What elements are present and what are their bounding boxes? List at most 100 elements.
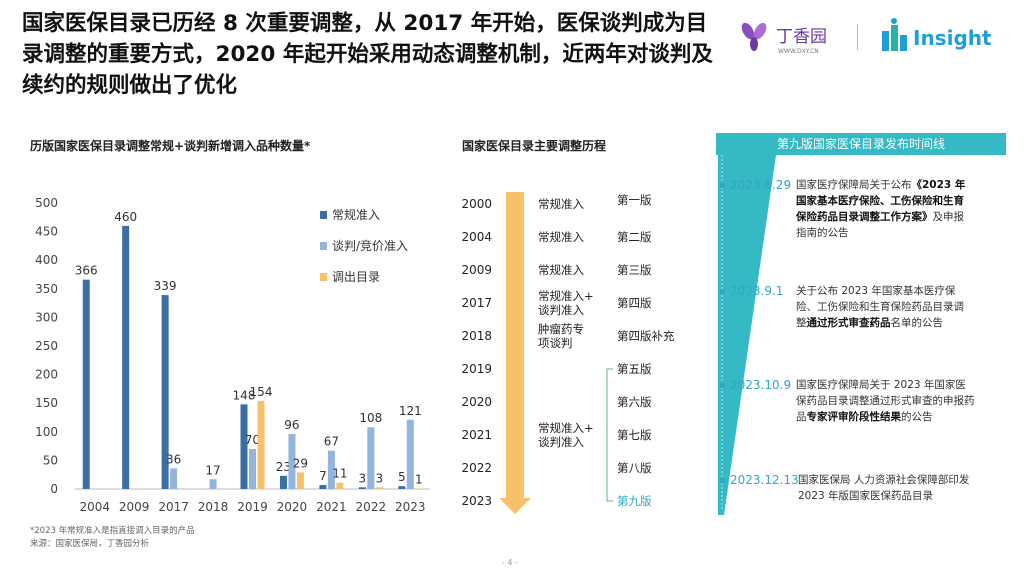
data-label: 23 <box>276 460 291 474</box>
y-tick-label: 450 <box>35 225 58 239</box>
data-label: 29 <box>293 456 308 470</box>
process-method: 常规准入+ <box>538 421 594 435</box>
data-label: 67 <box>324 435 339 449</box>
timeline-arrow <box>499 192 531 514</box>
x-tick-label: 2022 <box>356 500 387 514</box>
process-method: 项谈判 <box>538 336 573 350</box>
process-edition: 第三版 <box>617 263 652 277</box>
bar <box>82 279 90 489</box>
data-label: 1 <box>415 472 423 486</box>
timeline-date: 2023.10.9 <box>730 378 792 392</box>
bar-chart: 0 50 100 150 200 250 300 350 400 450 500 2004 366 200… <box>35 196 430 514</box>
timeline-marker <box>720 478 725 483</box>
data-label: 17 <box>205 463 220 477</box>
process-method: 肿瘤药专 <box>538 322 584 336</box>
legend-swatch <box>320 211 327 219</box>
x-tick-label: 2018 <box>198 500 229 514</box>
process-year: 2021 <box>461 428 492 442</box>
insight-chart-icon <box>882 18 907 51</box>
x-tick-label: 2017 <box>158 500 189 514</box>
legend-swatch <box>320 242 327 250</box>
data-label: 121 <box>399 404 422 418</box>
dxy-brand-name: 丁香园 <box>776 27 827 47</box>
data-label: 11 <box>332 467 347 481</box>
process-year: 2019 <box>461 362 492 376</box>
y-tick-label: 200 <box>35 368 58 382</box>
dxy-url: WWW.DXY.CN <box>778 48 819 55</box>
page-number: - 4 - <box>502 558 518 567</box>
timeline-date: 2023.9.1 <box>730 284 784 298</box>
footnote-2: 来源：国家医保局，丁香园分析 <box>30 539 150 549</box>
timeline-description: 关于公布 2023 年国家基本医疗保险、工伤保险和生育保险药品目录调整通过形式审… <box>796 283 974 331</box>
process-year: 2004 <box>461 230 492 244</box>
y-tick-label: 0 <box>50 482 58 496</box>
process-year: 2009 <box>461 263 492 277</box>
y-tick-label: 500 <box>35 196 58 210</box>
data-label: 108 <box>359 411 382 425</box>
bar <box>170 468 178 489</box>
dxy-logo: 丁香园 WWW.DXY.CN <box>741 22 827 55</box>
x-tick-label: 2009 <box>119 500 150 514</box>
data-label: 3 <box>376 471 384 485</box>
timeline-header: 第九版国家医保目录发布时间线 <box>716 133 1006 155</box>
timeline-emphasis: 《2023 年国家基本医疗保险、工伤保险和生育保险药品目录调整工作方案》 <box>796 179 966 223</box>
process-method: 常规准入+ <box>538 289 594 303</box>
timeline-date: 2023.12.13 <box>730 473 799 487</box>
bar <box>398 486 406 489</box>
process-method: 常规准入 <box>538 197 584 211</box>
data-label: 148 <box>233 388 256 402</box>
process-edition: 第四版 <box>617 296 652 310</box>
data-label: 7 <box>319 469 327 483</box>
y-tick-label: 300 <box>35 310 58 324</box>
legend-label: 常规准入 <box>332 207 380 222</box>
timeline-text: 国家医疗保障局关于公布 <box>796 179 912 191</box>
timeline-marker <box>720 183 725 188</box>
bar <box>288 434 296 489</box>
process-edition: 第六版 <box>617 395 652 409</box>
x-tick-label: 2020 <box>277 500 308 514</box>
timeline-description: 国家医疗保障局关于 2023 年国家医保药品目录调整通过形式审查的申报药品专家评… <box>796 377 976 425</box>
x-tick-label: 2019 <box>237 500 268 514</box>
timeline-description: 国家医保局 人力资源社会保障部印发 2023 年版国家医保药品目录 <box>798 472 976 504</box>
y-tick-label: 150 <box>35 396 58 410</box>
process-edition: 第七版 <box>617 428 652 442</box>
y-tick-label: 400 <box>35 253 58 267</box>
timeline-text: 关于公布 2023 年国家基本医疗保险、工伤保险和生育保险药品目录调整 <box>796 285 964 329</box>
process-year: 2022 <box>461 461 492 475</box>
footnote-1: *2023 年常规准入是指直接调入目录的产品 <box>30 526 195 536</box>
process-edition: 第九版 <box>617 494 652 508</box>
y-tick-label: 100 <box>35 425 58 439</box>
process-method: 常规准入 <box>538 263 584 277</box>
process-year: 2023 <box>461 494 492 508</box>
process-year: 2018 <box>461 329 492 343</box>
bar <box>122 225 130 489</box>
data-label: 70 <box>245 433 260 447</box>
bar <box>415 488 423 489</box>
bar <box>336 482 344 489</box>
timeline-text: 及申报指南的公告 <box>796 211 964 239</box>
process-title: 国家医保目录主要调整历程 <box>462 139 607 153</box>
logo-separator <box>857 24 858 50</box>
data-label: 339 <box>154 279 177 293</box>
process-method: 谈判准入 <box>538 435 584 449</box>
timeline-description: 国家医疗保障局关于公布《2023 年国家基本医疗保险、工伤保险和生育保险药品目录… <box>796 177 974 241</box>
edition-bracket <box>606 368 613 502</box>
bar <box>209 479 217 489</box>
y-tick-label: 350 <box>35 282 58 296</box>
timeline-band <box>718 155 776 515</box>
bar <box>240 404 248 489</box>
clove-flower-icon <box>741 22 767 51</box>
y-tick-label: 50 <box>43 453 58 467</box>
x-tick-label: 2004 <box>79 500 110 514</box>
process-method: 常规准入 <box>538 230 584 244</box>
x-tick-label: 2021 <box>316 500 347 514</box>
legend-label: 调出目录 <box>332 270 380 284</box>
timeline-emphasis: 专家评审阶段性结果 <box>806 411 902 423</box>
process-edition: 第二版 <box>617 230 652 244</box>
data-label: 154 <box>250 385 273 399</box>
process-edition: 第一版 <box>617 193 652 207</box>
data-label: 5 <box>398 470 406 484</box>
data-label: 460 <box>114 210 137 224</box>
data-label: 366 <box>75 264 98 278</box>
process-edition: 第五版 <box>617 362 652 376</box>
